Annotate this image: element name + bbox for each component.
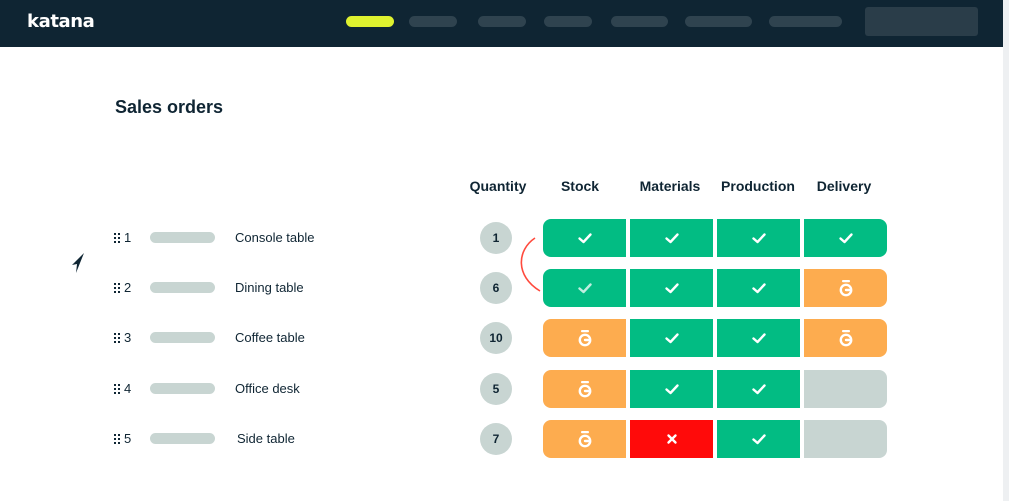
clock-icon	[577, 329, 593, 347]
row-number: 2	[124, 280, 132, 295]
nav-item[interactable]	[478, 16, 526, 27]
link-arc	[520, 237, 541, 292]
status-cell-stock[interactable]	[543, 370, 626, 408]
checkmark-icon	[664, 280, 680, 296]
quantity-badge: 5	[480, 373, 512, 405]
row-number: 5	[124, 431, 132, 446]
checkmark-icon	[577, 230, 593, 246]
checkmark-icon	[751, 381, 767, 397]
column-header-materials: Materials	[639, 178, 701, 194]
nav-action-box[interactable]	[865, 7, 978, 36]
nav-item[interactable]	[769, 16, 842, 27]
column-header-delivery: Delivery	[816, 178, 872, 194]
drag-handle-icon[interactable]	[114, 233, 122, 243]
status-cell-stock[interactable]	[543, 219, 626, 257]
status-cell-delivery[interactable]	[804, 420, 887, 458]
drag-handle-icon[interactable]	[114, 283, 122, 293]
clock-icon	[838, 279, 854, 297]
clock-icon	[577, 430, 593, 448]
checkmark-icon	[664, 381, 680, 397]
row-number: 3	[124, 330, 132, 345]
checkmark-icon	[838, 230, 854, 246]
status-cell-materials[interactable]	[630, 319, 713, 357]
product-name: Side table	[237, 431, 295, 446]
status-cell-materials[interactable]	[630, 219, 713, 257]
nav-item[interactable]	[611, 16, 668, 27]
cross-icon	[666, 433, 678, 445]
status-cell-materials[interactable]	[630, 269, 713, 307]
order-id-placeholder	[150, 332, 215, 343]
checkmark-icon	[751, 230, 767, 246]
product-name: Dining table	[235, 280, 304, 295]
column-header-stock: Stock	[560, 178, 600, 194]
order-id-placeholder	[150, 282, 215, 293]
order-id-placeholder	[150, 433, 215, 444]
status-cell-delivery[interactable]	[804, 370, 887, 408]
product-name: Office desk	[235, 381, 300, 396]
status-cell-production[interactable]	[717, 420, 800, 458]
nav-item[interactable]	[685, 16, 752, 27]
status-cell-materials[interactable]	[630, 420, 713, 458]
drag-handle-icon[interactable]	[114, 434, 122, 444]
drag-handle-icon[interactable]	[114, 384, 122, 394]
checkmark-icon	[751, 431, 767, 447]
product-name: Console table	[235, 230, 315, 245]
status-cell-stock[interactable]	[543, 420, 626, 458]
row-number: 4	[124, 381, 132, 396]
status-cell-stock[interactable]	[543, 319, 626, 357]
checkmark-icon	[664, 230, 680, 246]
status-cell-delivery[interactable]	[804, 219, 887, 257]
status-cell-production[interactable]	[717, 319, 800, 357]
katana-logo[interactable]: katana	[27, 11, 95, 32]
product-name: Coffee table	[235, 330, 305, 345]
status-cell-delivery[interactable]	[804, 269, 887, 307]
mouse-cursor-icon	[72, 253, 84, 273]
column-header-production: Production	[721, 178, 795, 194]
status-cell-production[interactable]	[717, 269, 800, 307]
nav-item-active[interactable]	[346, 16, 394, 27]
quantity-badge: 10	[480, 322, 512, 354]
quantity-badge: 1	[480, 222, 512, 254]
top-nav-bar: katana	[0, 0, 1003, 47]
order-id-placeholder	[150, 383, 215, 394]
nav-item[interactable]	[544, 16, 592, 27]
quantity-badge: 6	[480, 272, 512, 304]
clock-icon	[577, 380, 593, 398]
clock-icon	[838, 329, 854, 347]
status-cell-delivery[interactable]	[804, 319, 887, 357]
status-cell-materials[interactable]	[630, 370, 713, 408]
status-cell-stock[interactable]	[543, 269, 626, 307]
nav-item[interactable]	[409, 16, 457, 27]
checkmark-icon	[577, 280, 593, 296]
checkmark-icon	[751, 330, 767, 346]
column-header-quantity: Quantity	[469, 178, 527, 194]
checkmark-icon	[751, 280, 767, 296]
order-id-placeholder	[150, 232, 215, 243]
checkmark-icon	[664, 330, 680, 346]
quantity-badge: 7	[480, 423, 512, 455]
page-title: Sales orders	[115, 97, 224, 117]
status-cell-production[interactable]	[717, 219, 800, 257]
drag-handle-icon[interactable]	[114, 333, 122, 343]
status-cell-production[interactable]	[717, 370, 800, 408]
row-number: 1	[124, 230, 132, 245]
